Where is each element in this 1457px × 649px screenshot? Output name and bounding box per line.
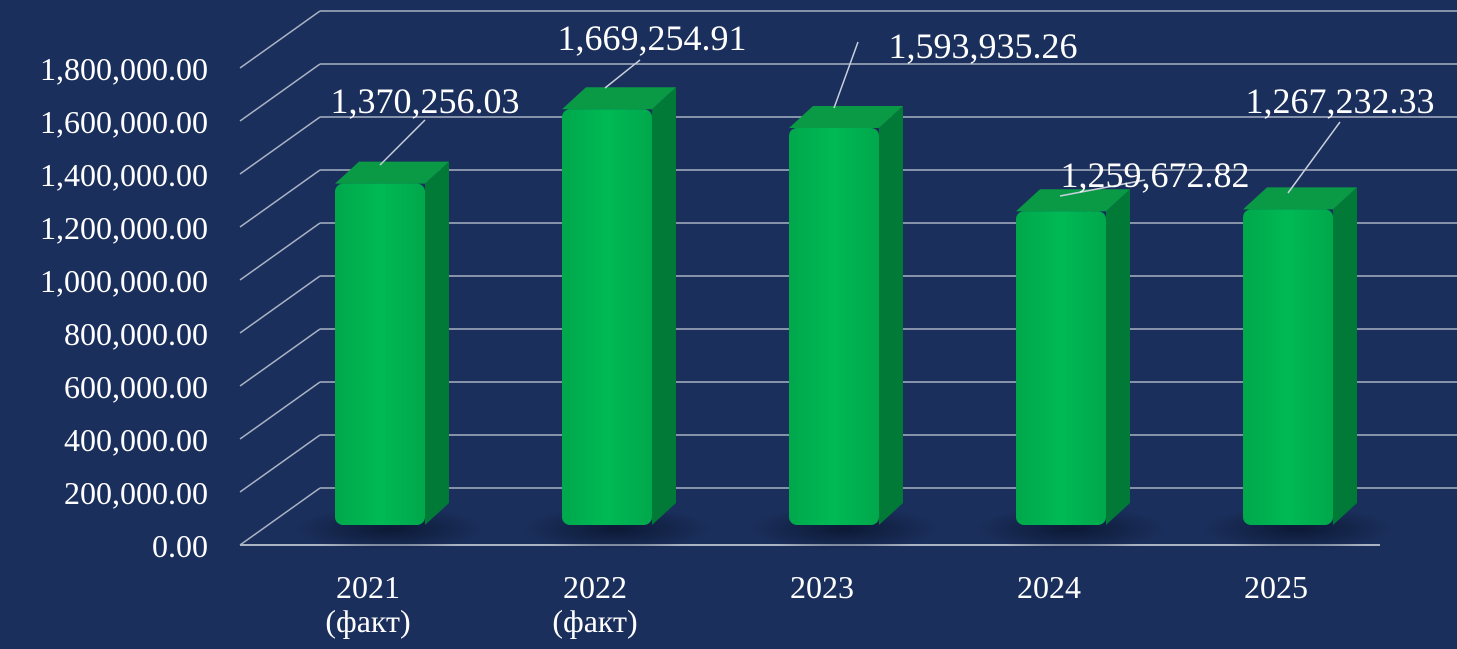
y-tick-label: 1,000,000.00 <box>40 263 208 299</box>
label-leader <box>1287 121 1341 194</box>
gridline-diagonal <box>239 63 321 122</box>
bar-top <box>1016 189 1130 212</box>
gridline-diagonal <box>239 328 321 387</box>
bar-side <box>652 87 676 525</box>
y-tick-label: 200,000.00 <box>64 475 208 511</box>
y-tick-label: 1,600,000.00 <box>40 104 208 140</box>
x-axis-ticks: 2021 (факт) 2022 (факт) 2023 2024 2025 <box>325 569 1308 639</box>
x-tick-label: 2024 <box>1017 569 1081 605</box>
data-label: 1,370,256.03 <box>331 81 520 121</box>
bar-side <box>425 161 449 525</box>
bar <box>1016 211 1106 525</box>
data-label: 1,593,935.26 <box>889 26 1078 66</box>
bar-side <box>1106 189 1130 525</box>
y-tick-label: 400,000.00 <box>64 422 208 458</box>
label-leader <box>379 119 426 166</box>
data-labels: 1,370,256.03 1,669,254.91 1,593,935.26 1,25… <box>331 18 1435 195</box>
y-tick-label: 1,400,000.00 <box>40 157 208 193</box>
label-leaders <box>379 41 1341 197</box>
bar-top <box>1243 187 1357 210</box>
bar <box>562 109 652 525</box>
gridline-diagonal <box>239 434 321 493</box>
label-leader <box>1059 179 1146 197</box>
y-tick-label: 1,800,000.00 <box>40 51 208 87</box>
gridline-diagonal <box>239 222 321 281</box>
gridline-diagonal <box>239 487 321 546</box>
bars <box>335 87 1357 525</box>
gridline-diagonal <box>239 381 321 440</box>
gridline-diagonal <box>239 10 321 69</box>
y-tick-label: 600,000.00 <box>64 369 208 405</box>
y-tick-label: 1,200,000.00 <box>40 210 208 246</box>
bar <box>335 183 425 525</box>
y-axis-ticks: 0.00 200,000.00 400,000.00 600,000.00 800,00… <box>40 51 208 564</box>
bar <box>789 127 879 525</box>
label-leader <box>833 41 859 109</box>
label-leader <box>604 59 641 89</box>
bar-side <box>1333 187 1357 525</box>
y-tick-label: 0.00 <box>152 528 208 564</box>
bar-side <box>879 105 903 525</box>
bar <box>1243 209 1333 525</box>
y-tick-label: 800,000.00 <box>64 316 208 352</box>
x-tick-label: 2022 (факт) <box>552 569 637 639</box>
gridline-diagonal <box>239 275 321 334</box>
data-label: 1,267,232.33 <box>1246 81 1435 121</box>
x-tick-label: 2023 <box>790 569 854 605</box>
gridline-diagonal <box>239 116 321 175</box>
data-label: 1,669,254.91 <box>558 18 747 58</box>
bar-top <box>335 161 449 184</box>
bar-top <box>562 87 676 110</box>
gridline-diagonal <box>239 169 321 228</box>
x-tick-label: 2025 <box>1244 569 1308 605</box>
x-tick-label: 2021 (факт) <box>325 569 410 639</box>
data-label: 1,259,672.82 <box>1061 155 1250 195</box>
bar-top <box>789 105 903 128</box>
